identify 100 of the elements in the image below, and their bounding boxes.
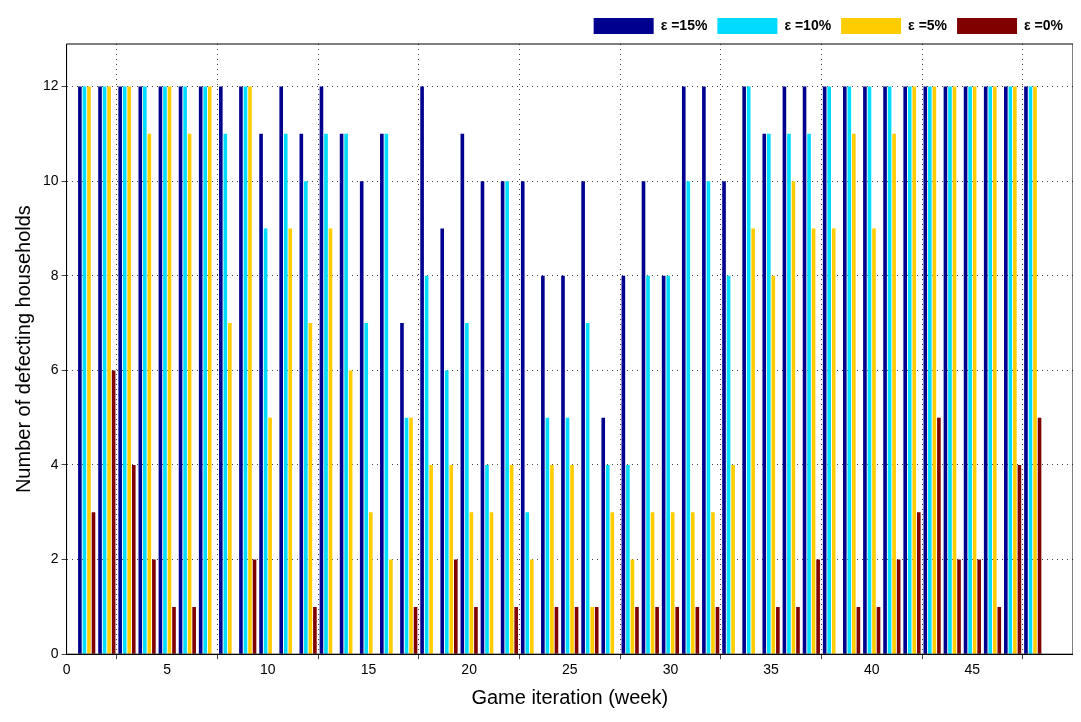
bar: [163, 86, 167, 654]
bar: [742, 86, 746, 654]
bar: [883, 86, 887, 654]
y-tick-label: 0: [50, 645, 59, 662]
bar: [259, 133, 263, 654]
bar: [992, 86, 997, 654]
bar: [903, 86, 907, 654]
bar: [928, 86, 932, 654]
bar: [268, 417, 272, 654]
bar: [681, 86, 686, 654]
bar: [702, 86, 706, 654]
bar: [776, 606, 780, 654]
bar: [122, 86, 127, 654]
bar: [474, 606, 478, 654]
y-tick-label: 2: [50, 550, 59, 567]
bar: [279, 86, 284, 654]
bar: [541, 275, 545, 654]
bar: [722, 181, 726, 654]
legend-label: ε =5%: [908, 16, 948, 33]
x-tick-label: 40: [863, 661, 880, 678]
bar: [520, 181, 525, 654]
bar: [283, 133, 288, 654]
bar: [767, 133, 771, 654]
bar: [525, 512, 530, 654]
bar: [107, 86, 111, 654]
bar: [842, 86, 847, 654]
bar: [344, 133, 348, 654]
bar: [444, 370, 449, 654]
bar: [948, 86, 952, 654]
bar: [183, 86, 187, 654]
bar: [666, 275, 670, 654]
bar: [686, 181, 691, 654]
bar: [916, 512, 921, 654]
bar: [957, 559, 961, 654]
bar: [380, 133, 384, 654]
y-tick-label: 12: [42, 77, 59, 94]
bar: [594, 606, 599, 654]
legend-label: ε =15%: [660, 16, 708, 33]
legend-label: ε =10%: [784, 16, 832, 33]
bar: [454, 559, 458, 654]
bar: [912, 86, 917, 654]
bar: [1013, 86, 1017, 654]
bar: [831, 228, 836, 654]
bar: [892, 133, 896, 654]
bar: [449, 464, 454, 654]
y-tick-label: 4: [50, 455, 59, 472]
bar: [505, 181, 509, 654]
bar: [143, 86, 147, 654]
bar: [807, 133, 811, 654]
bar: [138, 86, 143, 654]
bar: [550, 464, 554, 654]
x-tick-label: 25: [562, 661, 578, 678]
bar: [248, 86, 252, 654]
bar: [581, 181, 585, 654]
bar: [907, 86, 912, 654]
bar: [313, 606, 317, 654]
bar: [816, 559, 820, 654]
bar: [529, 559, 534, 654]
bar: [324, 133, 328, 654]
bar: [288, 228, 293, 654]
bar: [1004, 86, 1008, 654]
bar: [605, 464, 610, 654]
bar: [239, 86, 243, 654]
x-tick-label: 10: [260, 661, 276, 678]
bar: [751, 228, 756, 654]
bar: [364, 323, 369, 654]
bar: [514, 606, 519, 654]
x-tick-label: 20: [461, 661, 478, 678]
x-tick-label: 35: [763, 661, 780, 678]
bar: [561, 275, 565, 654]
bar: [852, 133, 856, 654]
bar: [731, 464, 735, 654]
bar: [389, 559, 393, 654]
y-tick-label: 10: [42, 172, 59, 189]
bar: [465, 323, 469, 654]
bar: [977, 559, 981, 654]
bar: [691, 512, 695, 654]
bar: [420, 86, 424, 654]
legend-label: ε =0%: [1024, 16, 1064, 33]
bar: [711, 512, 715, 654]
bar: [304, 181, 308, 654]
bar: [1024, 86, 1028, 654]
bar: [485, 464, 489, 654]
bar: [409, 417, 413, 654]
bar: [626, 464, 630, 654]
bar: [172, 606, 176, 654]
bar: [429, 464, 433, 654]
bar: [78, 86, 82, 654]
x-tick-label: 15: [360, 661, 377, 678]
bar: [997, 606, 1002, 654]
bar: [359, 181, 364, 654]
bar: [152, 559, 156, 654]
bar: [610, 512, 615, 654]
bar: [570, 464, 574, 654]
bar: [937, 417, 941, 654]
bar: [440, 228, 445, 654]
bar: [827, 86, 831, 654]
bar: [219, 86, 223, 654]
bar: [762, 133, 767, 654]
bar: [675, 606, 680, 654]
